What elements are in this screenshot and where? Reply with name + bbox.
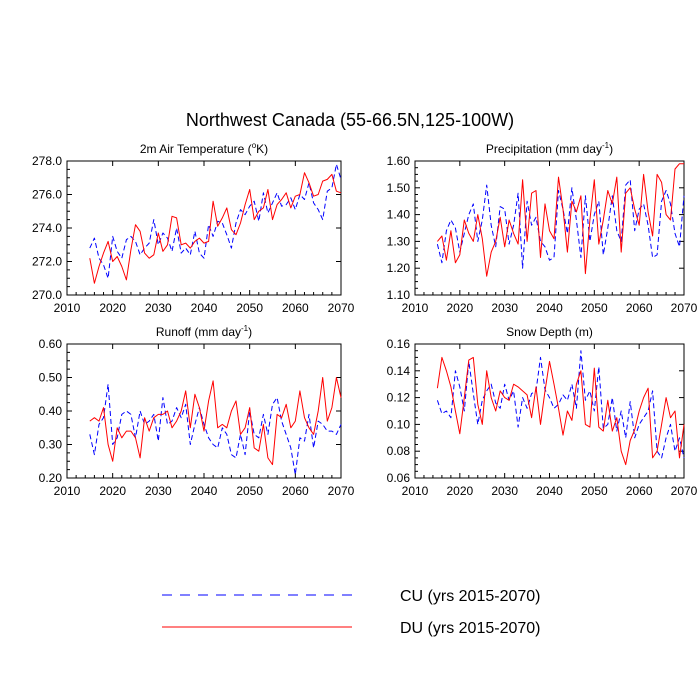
- y-tick-label: 278.0: [32, 154, 62, 168]
- y-tick-label: 0.60: [39, 337, 63, 351]
- panel-title-precipitation: Precipitation (mm day-1): [486, 141, 613, 156]
- legend-label-cu: CU (yrs 2015-2070): [400, 588, 541, 605]
- panel-precipitation: Precipitation (mm day-1) 2010 2020 2030 2040…: [387, 141, 698, 315]
- y-tick-label: 0.08: [387, 444, 411, 458]
- panel-title-snow-depth: Snow Depth (m): [506, 325, 593, 339]
- x-tick-label: 2020: [446, 301, 473, 315]
- plot-frame: [66, 343, 342, 479]
- x-tick-label: 2010: [54, 484, 81, 498]
- series-line-cu: [436, 179, 685, 269]
- y-tick-label: 1.40: [387, 208, 411, 222]
- x-tick-label: 2040: [191, 484, 218, 498]
- series-line-cu: [89, 163, 342, 279]
- panel-title-sup: -1: [241, 324, 249, 333]
- x-tick-label: 2030: [491, 484, 518, 498]
- x-tick-label: 2040: [191, 301, 218, 315]
- x-tick-label: 2050: [581, 301, 608, 315]
- x-tick-label: 2040: [536, 301, 563, 315]
- chart-panels: 2m Air Temperature (oK) 2010 2020 2030 2040 2…: [32, 141, 698, 498]
- x-tick-label: 2070: [328, 301, 355, 315]
- panel-air-temperature: 2m Air Temperature (oK) 2010 2020 2030 2040 2…: [32, 141, 355, 315]
- x-tick-label: 2070: [671, 301, 698, 315]
- x-tick-label: 2060: [626, 484, 653, 498]
- y-tick-label: 0.06: [387, 471, 411, 485]
- panel-title-air-temperature: 2m Air Temperature (oK): [140, 141, 268, 156]
- y-tick-label: 1.50: [387, 181, 411, 195]
- y-tick-label: 1.20: [387, 261, 411, 275]
- x-tick-label: 2050: [581, 484, 608, 498]
- panel-title-runoff: Runoff (mm day-1): [156, 324, 252, 339]
- x-tick-label: 2060: [282, 484, 309, 498]
- legend-label-du: DU (yrs 2015-2070): [400, 620, 541, 637]
- x-tick-label: 2020: [446, 484, 473, 498]
- y-tick-label: 0.30: [39, 438, 63, 452]
- x-tick-label: 2070: [328, 484, 355, 498]
- panel-runoff: Runoff (mm day-1) 2010 2020 2030 2040 2050 206…: [39, 324, 355, 498]
- x-tick-label: 2020: [99, 484, 126, 498]
- y-tick-label: 270.0: [32, 288, 62, 302]
- y-tick-label: 272.0: [32, 255, 62, 269]
- x-tick-label: 2050: [236, 484, 263, 498]
- series-line-du: [437, 163, 684, 277]
- panel-title-post: K): [256, 142, 268, 156]
- series-line-du: [436, 356, 685, 466]
- x-tick-label: 2060: [626, 301, 653, 315]
- series-line-du: [89, 377, 342, 466]
- y-tick-label: 274.0: [32, 221, 62, 235]
- y-tick-label: 1.60: [387, 154, 411, 168]
- y-tick-label: 0.40: [39, 404, 63, 418]
- x-tick-label: 2020: [99, 301, 126, 315]
- x-tick-label: 2060: [282, 301, 309, 315]
- y-tick-label: 0.50: [39, 371, 63, 385]
- y-tick-label: 1.30: [387, 234, 411, 248]
- x-tick-label: 2050: [236, 301, 263, 315]
- y-tick-label: 0.16: [387, 337, 411, 351]
- x-tick-label: 2030: [145, 301, 172, 315]
- legend: CU (yrs 2015-2070) DU (yrs 2015-2070): [162, 588, 541, 637]
- series-line-du: [89, 172, 342, 284]
- panel-title-sup: -1: [602, 141, 610, 150]
- y-tick-label: 0.14: [387, 364, 411, 378]
- panel-snow-depth: Snow Depth (m) 2010 2020 2030 2040 2050 2060 20…: [387, 325, 698, 498]
- x-tick-label: 2010: [402, 484, 429, 498]
- y-tick-label: 0.20: [39, 471, 63, 485]
- y-tick-label: 0.10: [387, 417, 411, 431]
- x-tick-label: 2030: [491, 301, 518, 315]
- y-tick-label: 276.0: [32, 188, 62, 202]
- chart-title: Northwest Canada (55-66.5N,125-100W): [186, 110, 514, 130]
- series-line-cu: [436, 350, 685, 459]
- panel-title-post: ): [609, 142, 613, 156]
- x-tick-label: 2010: [54, 301, 81, 315]
- x-tick-label: 2070: [671, 484, 698, 498]
- y-tick-label: 0.12: [387, 391, 411, 405]
- x-tick-label: 2040: [536, 484, 563, 498]
- x-tick-label: 2010: [402, 301, 429, 315]
- panel-title-sup: o: [252, 141, 257, 150]
- x-tick-label: 2030: [145, 484, 172, 498]
- panel-title-post: ): [248, 325, 252, 339]
- y-tick-label: 1.10: [387, 288, 411, 302]
- series-line-cu: [89, 383, 342, 476]
